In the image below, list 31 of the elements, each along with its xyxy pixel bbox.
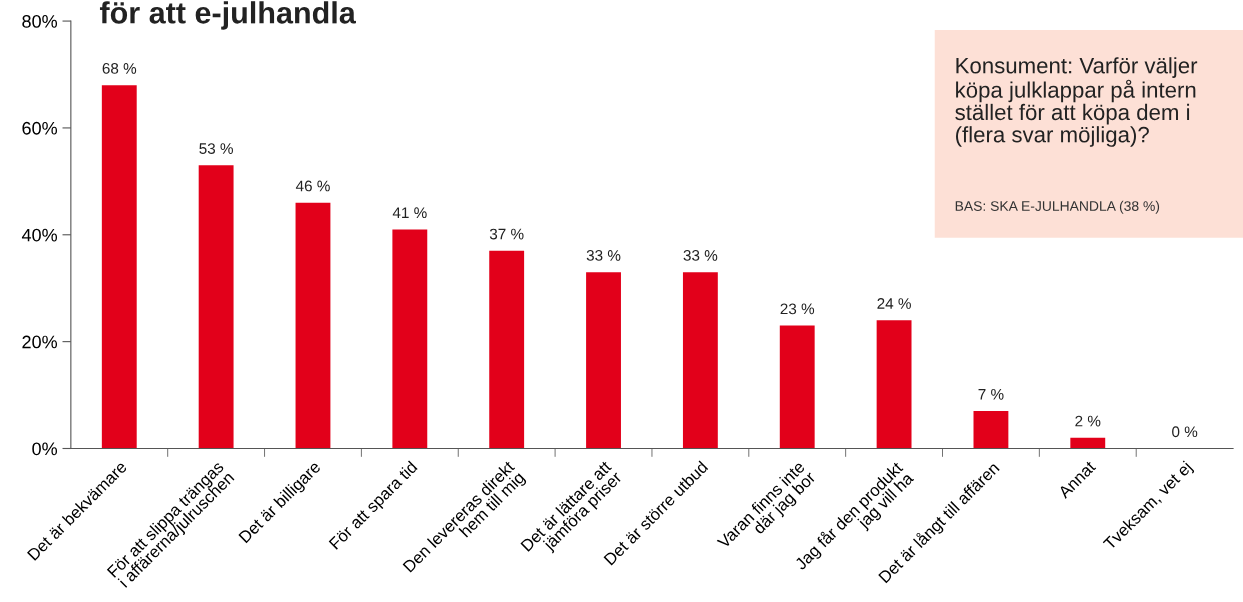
data-label: 46 % [295, 180, 330, 192]
bar [295, 202, 331, 449]
bar [586, 272, 621, 449]
y-tick-label: 20% [22, 335, 58, 349]
data-label: 2 % [1075, 415, 1101, 427]
data-label: 68 % [102, 63, 137, 74]
chart-title: för att e-julhandla [99, 1, 356, 30]
bar [876, 320, 912, 449]
bar [101, 85, 137, 449]
data-label: 24 % [877, 298, 911, 309]
bar [392, 229, 428, 449]
data-label: 0 % [1172, 426, 1198, 438]
data-label: 37 % [489, 228, 524, 240]
y-tick-label: 40% [21, 228, 58, 242]
bar [779, 325, 815, 449]
bar [198, 165, 234, 449]
data-label: 33 % [683, 250, 718, 261]
annotation: BAS: SKA E-JULHANDLA (38 %) [955, 200, 1160, 214]
y-tick-label: 60% [22, 121, 58, 135]
data-label: 33 % [586, 250, 621, 261]
annotation: Konsument: Varför väljer köpa julklappar på intern stället för att köpa dem i (flera svar möjliga)? [955, 57, 1198, 147]
data-label: 7 % [978, 388, 1004, 400]
data-label: 53 % [199, 143, 233, 154]
bar [682, 272, 718, 449]
bar [1070, 437, 1106, 449]
y-tick-label: 80% [22, 15, 58, 28]
bar [973, 411, 1009, 449]
data-label: 23 % [780, 303, 815, 315]
bar [489, 250, 525, 449]
y-tick-label: 0% [32, 442, 58, 456]
data-label: 41 % [392, 207, 427, 219]
